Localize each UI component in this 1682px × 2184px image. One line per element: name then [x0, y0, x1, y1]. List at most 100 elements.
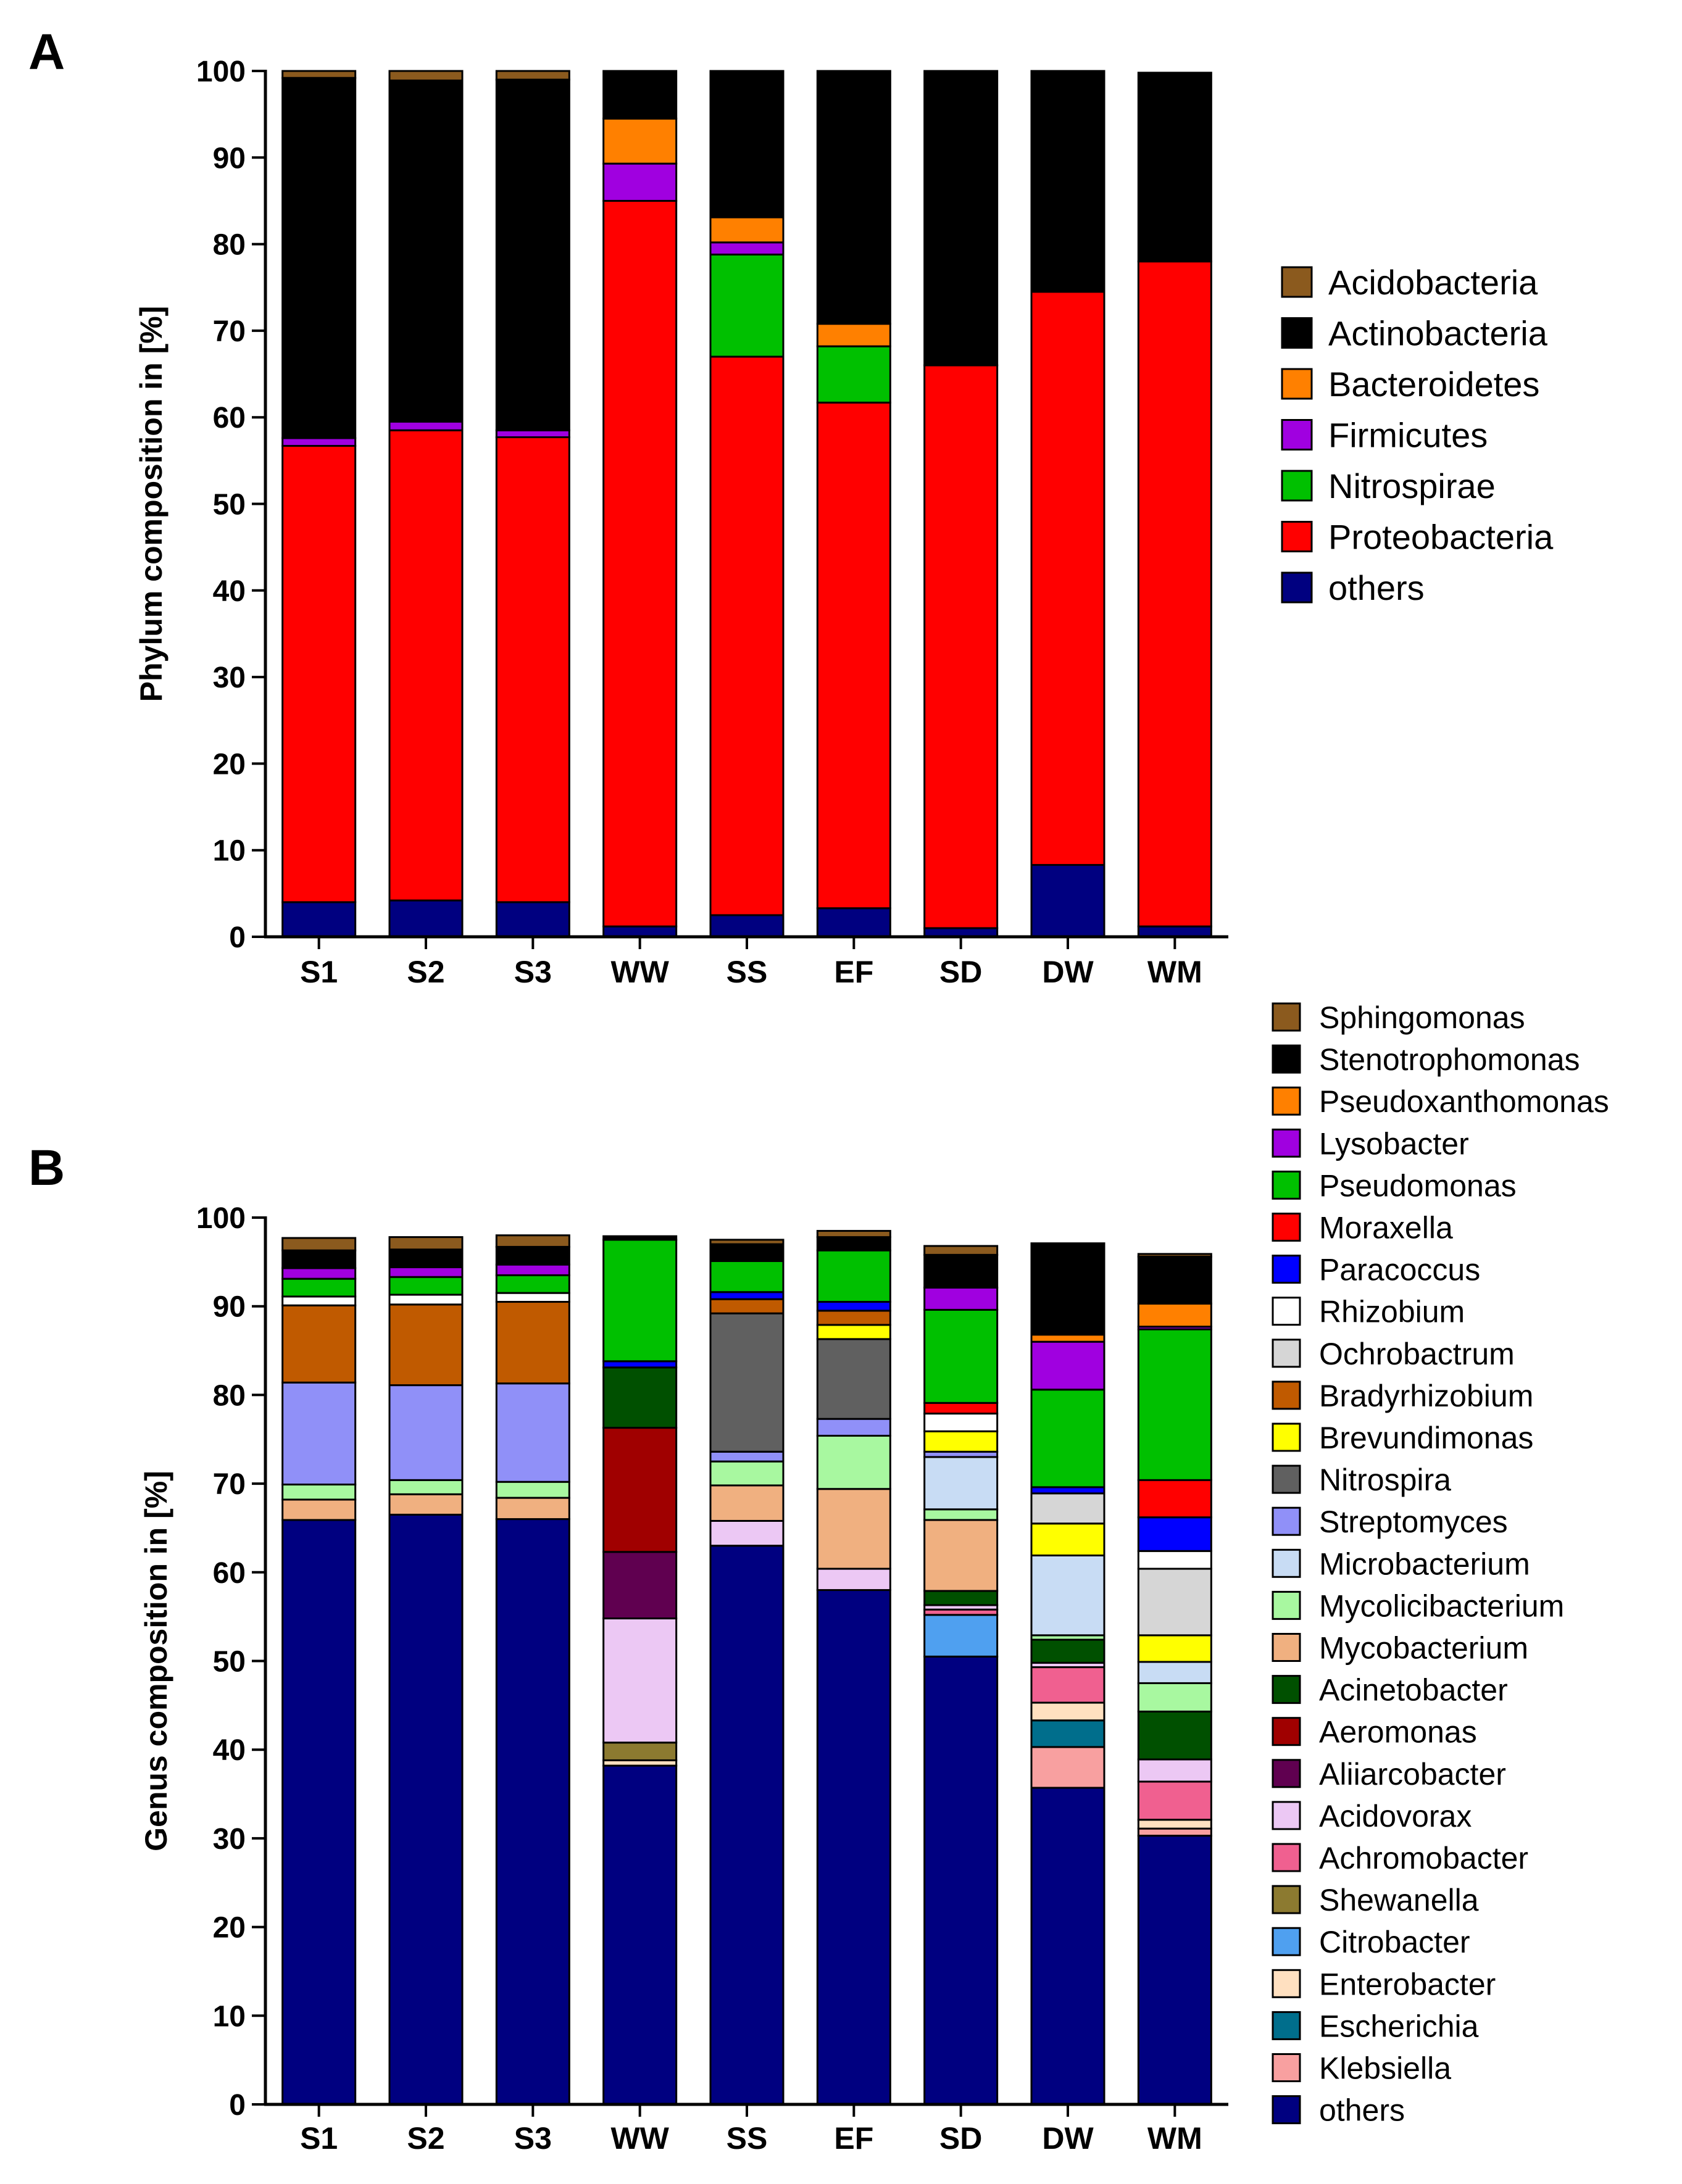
panel-a-legend-swatch-proteobacteria — [1281, 521, 1313, 552]
panel-b-bar-ef-others — [816, 1589, 891, 2106]
panel-a-legend-swatch-acidobacteria — [1281, 266, 1313, 298]
panel-b-bar-s1-bradyrhizobium — [281, 1304, 357, 1384]
panel-b-legend-label-aeromonas: Aeromonas — [1319, 1715, 1477, 1750]
panel-a-bar-s3-acidobacteria — [495, 70, 570, 81]
panel-b-bar-sd-moraxella — [923, 1401, 999, 1415]
panel-b-legend-swatch-ochrobactrum — [1272, 1339, 1301, 1368]
panel-b-legend-swatch-escherichia — [1272, 2011, 1301, 2040]
panel-a-bar-ef-bacteroidetes — [816, 323, 891, 347]
panel-a-bar-s2-others — [388, 899, 464, 938]
panel-b-bar-ef-sphingomonas — [816, 1230, 891, 1239]
panel-a-bar-ww-firmicutes — [602, 162, 678, 202]
panel-b-legend-label-mycolicibacterium: Mycolicibacterium — [1319, 1588, 1564, 1623]
panel-b-bar-sd-brevundimonas — [923, 1430, 999, 1453]
panel-b-legend-swatch-acidovorax — [1272, 1801, 1301, 1830]
panel-b-legend-swatch-paracoccus — [1272, 1255, 1301, 1284]
panel-b-legend-label-ochrobactrum: Ochrobactrum — [1319, 1337, 1515, 1371]
panel-a-bar-s3-others — [495, 901, 570, 938]
panel-a-category-label: SS — [727, 955, 768, 989]
panel-b-legend-label-paracoccus: Paracoccus — [1319, 1253, 1480, 1287]
panel-b-bar-ss-stenotrophomonas — [709, 1243, 785, 1262]
panel-b-bar-wm-enterobacter — [1137, 1819, 1212, 1830]
panel-b-bar-ef-acidovorax — [816, 1567, 891, 1592]
panel-b-bar-ss-bradyrhizobium — [709, 1298, 785, 1314]
panel-b-legend-label-citrobacter: Citrobacter — [1319, 1925, 1470, 1959]
panel-b-category-label: SS — [727, 2121, 768, 2156]
panel-b-bar-s3-mycolicibacterium — [495, 1480, 570, 1499]
panel-b-bar-ef-mycobacterium — [816, 1488, 891, 1570]
panel-a-y-axis-label: Phylum composition in [%] — [134, 306, 169, 702]
panel-b-bar-ef-bradyrhizobium — [816, 1310, 891, 1326]
panel-b-bar-dw-acinetobacter — [1030, 1638, 1105, 1664]
panel-b-legend-swatch-klebsiella — [1272, 2053, 1301, 2082]
panel-b-bar-dw-ochrobactrum — [1030, 1492, 1105, 1525]
panel-b-legend-label-enterobacter: Enterobacter — [1319, 1967, 1496, 2001]
panel-a-bar-ss-bacteroidetes — [709, 216, 785, 244]
panel-b-bar-wm-acinetobacter — [1137, 1710, 1212, 1761]
panel-b-bar-s2-lysobacter — [388, 1266, 464, 1278]
panel-b-bar-sd-stenotrophomonas — [923, 1253, 999, 1289]
panel-a-bar-wm-actinobacteria — [1137, 72, 1212, 263]
panel-a-legend-label-acidobacteria: Acidobacteria — [1328, 263, 1538, 302]
panel-b-legend-swatch-stenotrophomonas — [1272, 1044, 1301, 1074]
panel-b-legend-swatch-citrobacter — [1272, 1927, 1301, 1956]
panel-b-category-label: S1 — [300, 2121, 338, 2156]
panel-a-bar-s1-acidobacteria — [281, 70, 357, 79]
panel-b-legend-swatch-bradyrhizobium — [1272, 1381, 1301, 1410]
panel-b-legend-swatch-shewanella — [1272, 1885, 1301, 1914]
panel-a-bar-s3-proteobacteria — [495, 436, 570, 903]
panel-a-bar-ww-bacteroidetes — [602, 117, 678, 165]
panel-a-category-label: SD — [939, 955, 982, 989]
panel-b-legend-swatch-acinetobacter — [1272, 1675, 1301, 1704]
panel-b-bar-sd-citrobacter — [923, 1614, 999, 1658]
panel-a-y-tick-label: 30 — [213, 662, 246, 694]
panel-b-bar-s2-mycolicibacterium — [388, 1479, 464, 1495]
panel-b-category-label: SD — [939, 2121, 982, 2156]
panel-b-bar-ww-paracoccus — [602, 1360, 678, 1369]
panel-a-bar-dw-actinobacteria — [1030, 70, 1105, 293]
panel-a-bar-s2-firmicutes — [388, 420, 464, 431]
panel-b-bar-sd-mycobacterium — [923, 1519, 999, 1592]
panel-a-bar-ss-nitrospirae — [709, 253, 785, 358]
panel-b-bar-dw-achromobacter — [1030, 1666, 1105, 1704]
panel-b-legend-swatch-sphingomonas — [1272, 1002, 1301, 1032]
panel-b-y-tick-label: 30 — [213, 1823, 246, 1856]
panel-b-legend-label-klebsiella: Klebsiella — [1319, 2051, 1451, 2086]
panel-a-bar-s1-actinobacteria — [281, 77, 357, 439]
panel-b-bar-s3-others — [495, 1518, 570, 2106]
panel-b-bar-wm-mycolicibacterium — [1137, 1682, 1212, 1713]
panel-b-legend-label-acinetobacter: Acinetobacter — [1319, 1673, 1508, 1708]
panel-b-bar-wm-acidovorax — [1137, 1758, 1212, 1783]
panel-b-bar-dw-lysobacter — [1030, 1340, 1105, 1391]
panel-b-bar-ww-acinetobacter — [602, 1366, 678, 1429]
panel-b-bar-wm-brevundimonas — [1137, 1634, 1212, 1663]
panel-a-bar-ss-others — [709, 914, 785, 938]
panel-b-bar-ss-pseudomonas — [709, 1260, 785, 1293]
panel-b-legend-swatch-streptomyces — [1272, 1506, 1301, 1536]
panel-a-legend-swatch-others — [1281, 571, 1313, 604]
panel-b-bar-s3-pseudomonas — [495, 1274, 570, 1294]
panel-b-bar-wm-achromobacter — [1137, 1780, 1212, 1821]
panel-b-bar-wm-rhizobium — [1137, 1550, 1212, 1570]
panel-b-bar-ef-pseudomonas — [816, 1249, 891, 1303]
panel-b-legend-label-shewanella: Shewanella — [1319, 1883, 1479, 1917]
panel-b-bar-dw-microbacterium — [1030, 1554, 1105, 1637]
panel-b-bar-wm-microbacterium — [1137, 1661, 1212, 1684]
panel-a-y-tick-label: 10 — [213, 835, 246, 868]
panel-b-category-label: DW — [1042, 2121, 1094, 2156]
panel-a-bar-ef-nitrospirae — [816, 345, 891, 404]
panel-a-bar-sd-actinobacteria — [923, 70, 999, 367]
panel-b-legend-label-microbacterium: Microbacterium — [1319, 1547, 1530, 1581]
panel-b-bar-ss-mycobacterium — [709, 1484, 785, 1522]
panel-a-legend-label-others: others — [1328, 568, 1425, 607]
panel-b-legend-swatch-enterobacter — [1272, 1969, 1301, 1998]
panel-a-y-tick-label: 80 — [213, 229, 246, 262]
panel-a-legend-label-bacteroidetes: Bacteroidetes — [1328, 365, 1539, 404]
panel-b-bar-wm-others — [1137, 1835, 1212, 2106]
panel-b-legend-label-pseudoxanthomonas: Pseudoxanthomonas — [1319, 1084, 1609, 1119]
panel-b-legend-swatch-pseudoxanthomonas — [1272, 1086, 1301, 1116]
panel-b-legend-swatch-mycobacterium — [1272, 1633, 1301, 1662]
panel-b-bar-s1-stenotrophomonas — [281, 1249, 357, 1269]
panel-b-bar-s2-others — [388, 1513, 464, 2106]
panel-b-legend-label-others: others — [1319, 2093, 1405, 2128]
